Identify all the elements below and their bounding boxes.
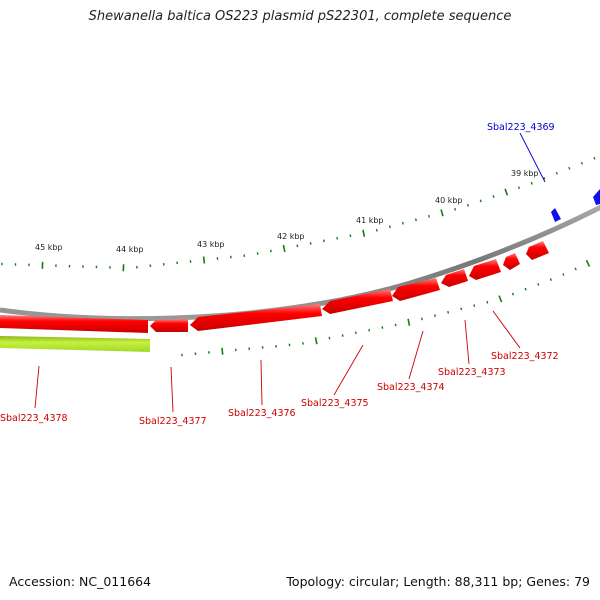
inner-tick-24 [498,295,503,303]
gene-arrow-sbal223-4372[interactable] [469,259,501,280]
leader-line-4374 [408,330,424,380]
outer-tick-23 [309,242,312,245]
gene-label-sbal223-4376[interactable]: Sbal223_4376 [228,408,296,419]
outer-tick-43 [568,166,571,170]
gene-arrow-sbal223-4375[interactable] [190,304,322,331]
scale-labels: 45 kbp 44 kbp 43 kbp 42 kbp 41 kbp 40 kb… [35,169,539,254]
outer-tick-29 [388,225,391,229]
leader-line-4378 [34,365,40,409]
outer-tick-33 [440,209,444,217]
inner-tick-3 [221,347,224,355]
outer-tick-40 [530,181,533,185]
leader-line-4376 [260,359,263,406]
gene-label-sbal223-4375[interactable]: Sbal223_4375 [301,398,369,409]
inner-tick-26 [524,287,527,291]
outer-tick-42 [555,171,558,175]
map-title: Shewanella baltica OS223 plasmid pS22301… [88,9,512,24]
scale-label-42kbp: 42 kbp [277,232,305,241]
inner-tick-31 [585,259,591,267]
gene-arrow-sbal223-4371[interactable] [503,253,520,270]
outer-tick-20 [269,249,272,253]
scale-label-45kbp: 45 kbp [35,243,63,252]
outer-tick-39 [517,186,521,190]
inner-tick-18 [420,317,423,321]
inner-tick-23 [486,300,489,304]
inner-tick-10 [314,337,318,345]
label-leader-lines [34,132,546,413]
rna-gene-sbal223-4378[interactable] [0,336,150,352]
gene-arrow-sbal223-4370[interactable] [526,241,549,260]
gene-arrow-sbal223-4377[interactable] [0,315,148,333]
inner-tick-17 [407,318,411,326]
scale-label-41kbp: 41 kbp [356,216,384,225]
outer-tick-38 [504,188,509,196]
outer-tick-28 [375,228,378,232]
scale-label-39kbp: 39 kbp [511,169,539,178]
outer-tick-45 [593,156,596,160]
reverse-gene-track [0,241,549,333]
inner-tick-25 [511,292,515,296]
outer-tick-27 [362,229,366,237]
gene-arrow-sbal223-4373[interactable] [441,269,468,287]
gene-arrow-sbal223-4374a[interactable] [322,289,393,314]
inner-tick-15 [381,326,384,329]
inner-tick-27 [537,282,540,286]
gene-arrow-forward-edge[interactable] [593,189,600,205]
inner-tick-28 [549,278,552,281]
gene-label-sbal223-4373[interactable]: Sbal223_4373 [438,367,506,378]
outer-tick-22 [296,244,299,248]
leader-line-4373 [464,319,470,365]
gene-arrow-sbal223-4369[interactable] [551,208,561,222]
outer-tick-ring [1,156,596,272]
topology-summary: Topology: circular; Length: 88,311 bp; G… [286,574,590,589]
inner-tick-22 [473,304,476,307]
outer-tick-25 [336,236,339,240]
outer-tick-36 [479,199,482,203]
accession-label: Accession: NC_011664 [9,574,152,589]
outer-tick-21 [282,244,286,253]
outer-tick-37 [492,195,495,198]
inner-tick-13 [354,331,357,335]
gene-label-sbal223-4374[interactable]: Sbal223_4374 [377,382,445,393]
inner-tick-ring [181,259,591,357]
leader-line-4372 [492,310,521,349]
scale-label-43kbp: 43 kbp [197,240,225,249]
leader-line-4375 [333,344,364,396]
outer-tick-41 [543,176,546,180]
inner-tick-30 [574,267,577,271]
inner-tick-21 [460,307,463,311]
inner-tick-11 [328,336,331,340]
outer-tick-44 [580,161,584,165]
inner-tick-20 [447,310,450,314]
outer-tick-31 [414,218,417,222]
inner-tick-9 [302,342,304,345]
outer-tick-34 [454,207,457,211]
outer-tick-30 [401,221,404,225]
gene-arrow-sbal223-4376[interactable] [150,319,188,332]
gene-labels: Sbal223_4369 Sbal223_4372 Sbal223_4373 S… [0,122,559,427]
gene-arrow-sbal223-4374[interactable] [392,278,440,301]
gene-label-sbal223-4378[interactable]: Sbal223_4378 [0,413,68,424]
inner-tick-14 [368,328,371,332]
inner-tick-29 [562,273,565,276]
outer-tick-35 [466,203,470,207]
gene-label-sbal223-4377[interactable]: Sbal223_4377 [139,416,207,427]
inner-tick-19 [434,314,436,317]
forward-gene-track [551,189,600,222]
leader-line-4377 [170,366,174,413]
gene-label-sbal223-4369[interactable]: Sbal223_4369 [487,122,555,133]
inner-tick-12 [341,334,344,337]
leader-line-4369 [519,132,546,183]
backbone-circle [0,204,600,322]
outer-tick-32 [428,214,430,218]
outer-tick-15 [202,256,206,264]
gene-label-sbal223-4372[interactable]: Sbal223_4372 [491,351,559,362]
scale-label-40kbp: 40 kbp [435,196,463,205]
scale-label-44kbp: 44 kbp [116,245,144,254]
